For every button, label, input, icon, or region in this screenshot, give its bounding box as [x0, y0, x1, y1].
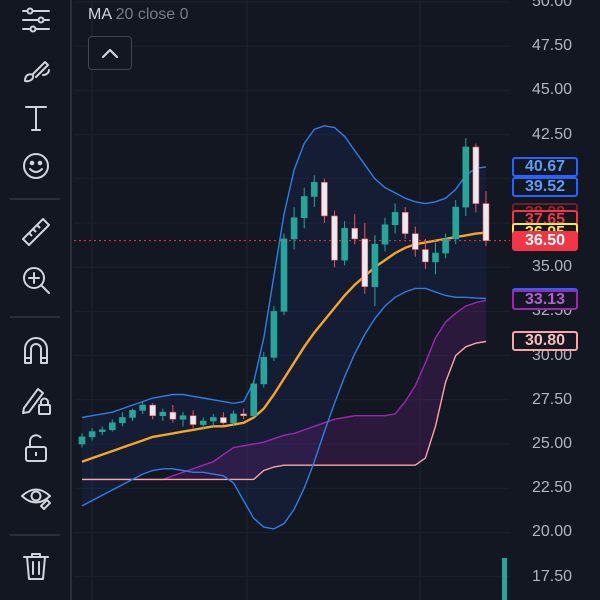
candle-body	[230, 413, 237, 424]
delete-tool-button[interactable]	[14, 548, 58, 584]
price-label: 30.80	[512, 331, 578, 352]
candle-body	[98, 429, 106, 432]
zoom-in-icon	[23, 267, 50, 294]
candle-body	[391, 212, 399, 226]
candle-body	[129, 410, 136, 418]
emoji-icon	[23, 153, 49, 179]
price-tick-label: 25.00	[531, 435, 572, 452]
candle-body	[260, 357, 268, 385]
toolbar-divider	[10, 316, 60, 318]
chevron-up-icon	[101, 48, 119, 59]
candle-body	[270, 311, 278, 358]
brush-icon	[24, 61, 50, 83]
candle-body	[472, 146, 480, 204]
text-tool-button[interactable]	[14, 100, 58, 136]
price-tick-label: 47.50	[531, 37, 572, 55]
text-tool-icon	[25, 106, 47, 131]
price-tick-label: 17.50	[531, 567, 572, 585]
candle-body	[109, 422, 116, 431]
candle-body	[422, 249, 429, 263]
unlock-tool-button[interactable]	[14, 430, 58, 466]
candle-body	[482, 203, 490, 241]
candle-body	[381, 224, 389, 245]
indicator-name: MA	[88, 6, 112, 23]
indicators-icon	[22, 7, 50, 33]
ichimoku-cloud-fill	[82, 300, 486, 480]
ma-line	[81, 231, 487, 463]
candle-body	[361, 238, 369, 287]
candle-body	[280, 238, 288, 312]
magnet-icon	[24, 337, 48, 364]
candle-body	[88, 431, 96, 438]
price-label: 40.67	[512, 156, 578, 177]
candle-body	[210, 417, 217, 422]
candle-body	[199, 420, 207, 425]
candle-body	[240, 413, 247, 417]
trash-icon	[23, 553, 49, 580]
candle-body	[300, 196, 308, 218]
candle-body	[290, 217, 298, 240]
candle-body	[401, 212, 409, 234]
price-label: 39.52	[512, 177, 578, 198]
cloud-lower-line	[82, 340, 487, 481]
emoji-tool-button[interactable]	[14, 148, 58, 184]
drawing-toolbar	[0, 0, 72, 600]
price-tick-label: 20.00	[531, 523, 572, 541]
candle-body	[189, 415, 197, 425]
magnet-tool-button[interactable]	[14, 332, 58, 368]
candle-body	[452, 206, 460, 240]
price-tick-label: 50.00	[531, 0, 572, 10]
indicators-tool-button[interactable]	[14, 2, 58, 38]
visibility-tool-button[interactable]	[14, 478, 58, 514]
candle-body	[462, 146, 470, 208]
brush-tool-button[interactable]	[14, 52, 58, 88]
lock-drawing-icon	[22, 388, 51, 415]
candle-body	[411, 233, 419, 250]
candle-body	[432, 252, 439, 263]
indicator-legend[interactable]: MA 20 close 0	[88, 6, 189, 24]
collapse-legend-button[interactable]	[88, 36, 132, 70]
bollinger-upper-line	[81, 125, 487, 419]
candle-body	[169, 411, 177, 420]
candle-body	[310, 182, 318, 197]
candle-body	[119, 417, 126, 424]
unlock-icon	[25, 434, 47, 462]
price-tick-label: 22.50	[531, 479, 572, 497]
price-label: 33.13	[512, 290, 578, 311]
price-tick-label: 35.00	[531, 258, 572, 276]
candle-body	[331, 215, 338, 261]
candle-body	[179, 415, 187, 420]
ruler-icon	[22, 218, 50, 246]
price-chart[interactable]	[74, 0, 600, 600]
price-tick-label: 42.50	[531, 125, 572, 143]
zoom-in-tool-button[interactable]	[14, 262, 58, 298]
toolbar-divider	[10, 534, 60, 536]
candle-body	[139, 404, 146, 411]
candle-body	[159, 411, 167, 417]
candle-body	[442, 238, 449, 254]
bollinger-lower-line	[81, 287, 487, 530]
candle-body	[341, 228, 348, 261]
candle-body	[371, 243, 379, 287]
toolbar-divider	[10, 198, 60, 200]
ruler-tool-button[interactable]	[14, 214, 58, 250]
volume-bar	[502, 558, 507, 600]
candle-body	[321, 182, 328, 217]
lock-drawing-tool-button[interactable]	[14, 382, 58, 418]
price-label: 36.50	[512, 230, 578, 251]
indicator-params: 20 close 0	[115, 6, 189, 23]
candle-body	[78, 436, 86, 445]
price-tick-label: 27.50	[531, 390, 572, 408]
eye-icon	[21, 488, 51, 510]
candle-body	[250, 383, 257, 417]
candle-body	[149, 404, 156, 417]
candle-body	[220, 417, 227, 424]
bollinger-band-fill	[82, 125, 486, 529]
price-tick-label: 45.00	[531, 81, 572, 99]
candle-body	[351, 228, 359, 240]
